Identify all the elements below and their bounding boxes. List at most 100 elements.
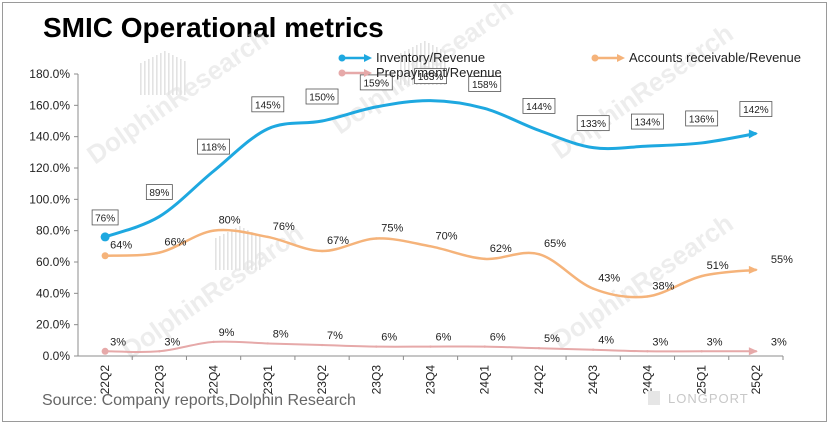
data-point — [103, 350, 107, 353]
data-point — [483, 345, 486, 348]
data-point — [483, 257, 486, 261]
y-tick-label: 20.0% — [36, 318, 70, 332]
watermark-bar — [404, 51, 406, 85]
watermark-bar — [420, 43, 422, 85]
data-point — [754, 350, 758, 353]
data-point — [266, 342, 270, 345]
data-point — [754, 268, 758, 272]
data-point — [591, 287, 595, 290]
watermark-bar — [164, 51, 166, 95]
data-label-box — [414, 68, 447, 85]
data-point — [375, 237, 378, 240]
watermark-text: DolphinResearch — [81, 23, 273, 170]
x-tick-label: 23Q3 — [369, 365, 383, 395]
watermark-bar — [168, 53, 170, 95]
watermark-bar — [255, 234, 257, 270]
legend-swatch-arrow — [364, 69, 372, 77]
logo: LONGPORT — [648, 391, 749, 406]
data-point — [537, 129, 541, 132]
data-label: 8% — [273, 328, 289, 340]
data-point — [591, 348, 595, 351]
series-3: 3% 3% 9% 8% 7% 6% 6% 6% 5% 4% 3% 3% 3% — [101, 327, 787, 356]
watermark-bar — [400, 53, 402, 85]
data-label: 3% — [110, 336, 126, 348]
x-tick-label: 24Q3 — [586, 365, 600, 395]
data-label: 3% — [652, 336, 668, 348]
data-label: 64% — [110, 240, 132, 252]
series-1: 76% 89% 118% 145% 150% 159% 163% 158% 144% 133% 13… — [91, 68, 773, 242]
data-label: 62% — [490, 243, 512, 255]
y-tick-label: 180.0% — [29, 67, 70, 81]
data-label: 4% — [598, 335, 614, 347]
watermark-bar — [160, 53, 162, 95]
watermark-bars — [400, 41, 446, 85]
watermark-bar — [440, 49, 442, 85]
legend-label: Accounts receivable/Revenue — [629, 50, 801, 65]
watermark-bar — [184, 61, 186, 95]
data-point — [700, 274, 703, 278]
series-end-arrow — [748, 129, 758, 139]
x-tick-label: 24Q1 — [478, 365, 492, 395]
logo-mark — [648, 391, 660, 405]
legend-item-3: Prepayment/Revenue — [338, 65, 502, 80]
data-point — [212, 169, 215, 173]
source-note: Source: Company reports,Dolphin Research — [42, 392, 356, 409]
data-label-box — [359, 74, 393, 91]
data-label: 66% — [164, 237, 186, 249]
data-point — [646, 295, 649, 298]
data-label: 158% — [472, 80, 498, 91]
watermark-bar — [444, 51, 446, 85]
data-point — [158, 215, 161, 218]
data-label: 43% — [598, 273, 620, 285]
series-end-arrow — [748, 347, 758, 356]
data-point — [103, 235, 107, 239]
data-label: 67% — [327, 235, 349, 247]
x-tick-label: 22Q4 — [207, 365, 221, 395]
data-label-box — [197, 138, 230, 155]
data-point — [646, 350, 649, 353]
data-label: 76% — [95, 213, 115, 224]
watermark-bar — [412, 47, 414, 85]
watermark-bar — [243, 228, 245, 270]
watermark-bar — [235, 228, 237, 270]
data-point — [646, 144, 649, 148]
legend-swatch-arrow — [617, 54, 625, 62]
legend-item-1: Inventory/Revenue — [338, 50, 485, 65]
watermark-bar — [239, 226, 241, 270]
data-label: 7% — [327, 330, 343, 342]
data-point — [158, 251, 161, 254]
data-point — [754, 132, 758, 135]
data-label-box — [305, 88, 339, 105]
data-label: 65% — [544, 238, 566, 250]
x-tick-label: 23Q2 — [315, 365, 329, 395]
data-label: 134% — [635, 118, 661, 129]
legend-swatch-dot — [591, 54, 599, 62]
watermark-bar — [223, 234, 225, 270]
data-label: 144% — [526, 102, 552, 113]
legend-swatch-dot — [338, 69, 346, 77]
data-point — [103, 254, 107, 257]
watermark-bar — [219, 236, 221, 270]
legend-label: Inventory/Revenue — [376, 50, 485, 65]
data-label: 51% — [707, 260, 729, 272]
data-label: 9% — [219, 327, 235, 339]
watermark-bar — [180, 59, 182, 95]
watermark-bar — [416, 45, 418, 85]
data-point — [429, 345, 432, 348]
data-label-box — [739, 101, 773, 117]
data-label-box — [685, 110, 719, 127]
y-tick-label: 40.0% — [36, 286, 70, 300]
watermark: DolphinResearch — [81, 23, 273, 170]
data-point — [537, 252, 541, 256]
data-label: 6% — [381, 332, 397, 344]
watermark-bars — [140, 51, 186, 95]
watermark-bar — [227, 232, 229, 270]
data-point — [375, 105, 378, 109]
data-label-box — [251, 96, 285, 113]
data-label: 159% — [363, 78, 389, 89]
watermark-bar — [432, 45, 434, 85]
data-label: 55% — [771, 254, 793, 266]
watermark-bar — [408, 49, 410, 85]
logo-text: LONGPORT — [668, 391, 749, 406]
